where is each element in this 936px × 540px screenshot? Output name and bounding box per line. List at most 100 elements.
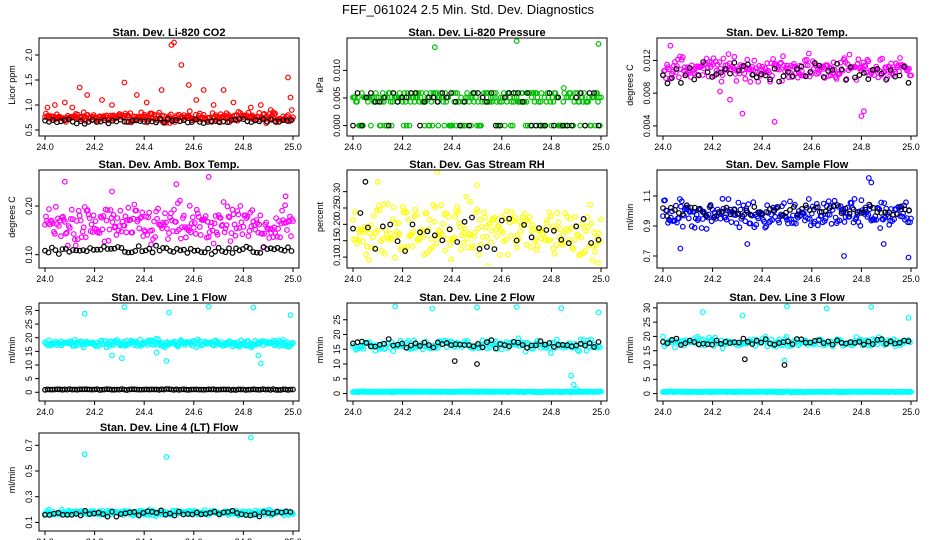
data-point-averaged (573, 94, 580, 101)
x-tick-label: 24.4 (753, 274, 771, 284)
data-point-averaged (76, 247, 83, 254)
data-point-raw (803, 57, 810, 63)
data-point-averaged (163, 245, 170, 252)
data-point-averaged (735, 210, 742, 217)
data-point-raw (667, 42, 674, 49)
data-point-raw (771, 118, 778, 125)
data-point-raw (588, 220, 594, 227)
data-point-averaged (175, 508, 182, 515)
data-point-raw (719, 195, 726, 202)
data-point-raw (878, 199, 885, 206)
data-point-raw (750, 199, 757, 206)
data-point-averaged (417, 229, 423, 236)
data-point-averaged (846, 210, 853, 217)
y-tick-label: 0.7 (24, 439, 34, 452)
data-point-raw (454, 203, 461, 210)
data-point-averaged (62, 245, 69, 252)
x-tick-label: 24.8 (853, 274, 871, 284)
data-point-raw (593, 242, 599, 249)
data-point-averaged (842, 205, 849, 212)
y-tick-label: 15 (332, 344, 342, 354)
x-tick-label: 24.2 (86, 142, 104, 152)
data-point-averaged (679, 211, 686, 218)
data-point-raw (447, 241, 454, 248)
data-point-raw (588, 122, 594, 129)
data-point-raw (431, 218, 438, 225)
data-point-averaged (546, 340, 553, 346)
y-tick-label: 1.5 (24, 74, 34, 87)
data-point-raw (123, 229, 130, 236)
data-point-raw (187, 229, 194, 236)
data-point-raw (865, 211, 872, 218)
data-point-averaged (582, 122, 588, 129)
data-point-raw (596, 94, 602, 101)
plot-frame (38, 432, 300, 532)
data-point-averaged (280, 117, 287, 123)
data-point-raw (537, 98, 544, 105)
data-point-raw (577, 122, 584, 129)
data-point-averaged (551, 227, 557, 234)
data-point-averaged (484, 98, 490, 105)
x-tick-label: 24.6 (493, 407, 511, 417)
data-point-raw (833, 75, 840, 82)
data-point-raw (189, 214, 196, 221)
x-tick-label: 25.0 (592, 274, 610, 284)
data-point-averaged (767, 76, 773, 83)
data-point-averaged (52, 247, 59, 254)
data-point-raw (60, 213, 66, 220)
data-point-raw (257, 102, 264, 108)
data-point-raw (403, 209, 410, 216)
data-point-raw (230, 99, 237, 106)
data-point-averaged (660, 205, 666, 212)
data-point-raw (182, 234, 189, 241)
data-point-raw (374, 178, 381, 185)
panel-5: Stan. Dev. Gas Stream RH percent 24.0 24.2 2… (315, 159, 610, 284)
data-point-raw (390, 204, 397, 211)
data-point-raw (873, 216, 880, 223)
data-point-raw (240, 223, 247, 230)
data-point-raw (238, 219, 245, 226)
panel-3: Stan. Dev. Li-820 Temp. degrees C 24.0 24.2… (625, 27, 920, 152)
x-tick-label: 25.0 (592, 407, 610, 417)
x-tick-label: 25.0 (902, 407, 920, 417)
data-point-averaged (822, 208, 829, 215)
data-point-averaged (869, 341, 876, 348)
y-tick-label: 0.15 (332, 232, 342, 250)
data-point-averaged (184, 249, 191, 256)
data-point-averaged (153, 242, 160, 249)
data-point-averaged (180, 246, 187, 253)
data-point-raw (868, 304, 875, 310)
x-tick-label: 24.8 (543, 142, 561, 152)
data-point-raw (46, 337, 52, 344)
x-tick-label: 24.2 (704, 274, 722, 284)
data-point-raw (487, 220, 493, 227)
data-point-raw (277, 234, 284, 241)
data-point-raw (52, 230, 58, 237)
data-point-averaged (118, 244, 125, 251)
data-point-raw (386, 90, 393, 96)
data-point-averaged (595, 122, 602, 129)
data-point-raw (596, 230, 602, 237)
data-point-raw (185, 82, 192, 88)
data-point-averaged (131, 509, 138, 515)
data-point-averaged (192, 116, 199, 123)
data-point-raw (237, 203, 244, 209)
x-tick-label: 24.0 (36, 537, 54, 540)
data-point-raw (503, 208, 510, 215)
data-point-averaged (816, 337, 823, 344)
y-tick-label: 0 (24, 390, 34, 395)
data-point-mid (583, 347, 590, 354)
data-point-averaged (736, 67, 742, 74)
data-point-averaged (264, 246, 271, 253)
data-point-raw (71, 236, 78, 243)
data-point-raw (868, 179, 875, 186)
data-point-averaged (443, 94, 450, 101)
data-point-raw (154, 215, 161, 222)
data-point-raw (368, 122, 374, 129)
y-tick-label: 0 (642, 391, 652, 396)
data-point-raw (361, 228, 367, 235)
data-point-raw (781, 200, 787, 207)
y-axis-label: ml/min (7, 467, 17, 494)
data-point-averaged (785, 68, 791, 75)
data-point-averaged (785, 338, 791, 345)
